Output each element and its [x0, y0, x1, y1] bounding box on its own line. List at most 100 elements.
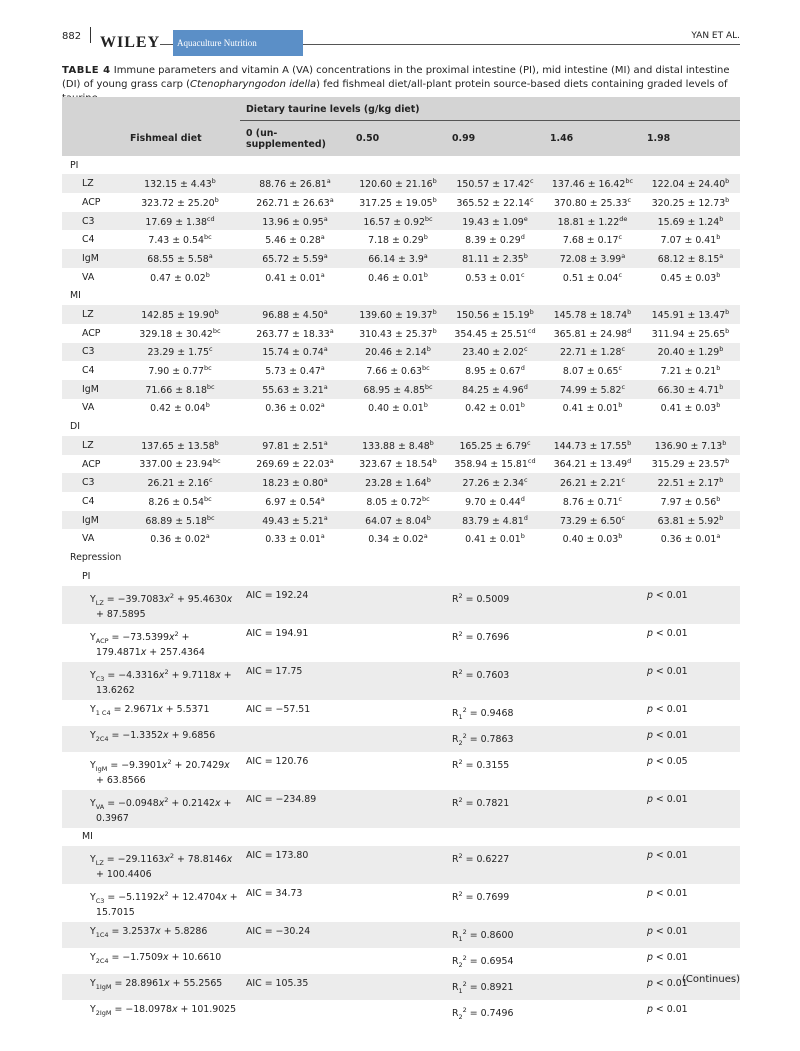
text: R — [452, 593, 459, 605]
p-value: p < 0.01 — [641, 789, 741, 828]
significance: b — [214, 438, 219, 447]
cell: 365.81 ± 24.98d — [544, 324, 641, 343]
value: 65.72 ± 5.59 — [262, 254, 324, 266]
text: R — [452, 759, 459, 771]
spanner-text: Dietary taurine levels (g/kg diet) — [240, 104, 741, 121]
cell: 0.41 ± 0.01a — [240, 268, 350, 287]
value: 68.55 ± 5.58 — [147, 254, 209, 266]
cell: 364.21 ± 13.49d — [544, 455, 641, 474]
text: + 179.4871 — [96, 631, 190, 658]
significance: bc — [212, 457, 221, 466]
text: x — [164, 854, 170, 866]
row-label: C3 — [62, 211, 120, 231]
text: 1IgM — [95, 983, 112, 992]
cell: 315.29 ± 23.57b — [641, 455, 740, 474]
p-value: p < 0.01 — [641, 624, 740, 662]
text: Y — [90, 978, 96, 990]
value: 6.97 ± 0.54 — [265, 496, 321, 508]
significance: e — [523, 214, 528, 223]
value: 88.76 ± 26.81 — [259, 179, 327, 191]
text: 2 — [164, 890, 169, 899]
cell: 66.14 ± 3.9a — [350, 249, 446, 268]
text: p — [647, 952, 653, 964]
data-row: VA 0.47 ± 0.02b 0.41 ± 0.01a 0.46 ± 0.01b 0.… — [62, 268, 740, 287]
text: R — [452, 631, 459, 643]
value: 337.00 ± 23.94 — [139, 459, 213, 471]
significance: c — [208, 476, 213, 485]
text: < 0.01 — [652, 1004, 688, 1016]
value: 71.66 ± 8.18 — [145, 384, 207, 396]
cell: 311.94 ± 25.65b — [641, 324, 740, 343]
formula: Y2C4 = −1.7509x + 10.6610 — [62, 948, 240, 974]
text: x — [226, 854, 233, 866]
page-number: 882 — [62, 31, 82, 42]
cell: 15.69 ± 1.24b — [641, 211, 741, 231]
value: 49.43 ± 5.21 — [262, 515, 324, 527]
value: 20.40 ± 1.29 — [657, 347, 720, 359]
significance: b — [618, 401, 623, 410]
text: 2 — [164, 667, 169, 676]
regression-row: YLZ = −29.1163x2 + 78.8146x + 100.4406 AI… — [62, 846, 741, 885]
text: x — [168, 631, 175, 643]
significance: b — [520, 532, 525, 541]
formula: Y1 C4 = 2.9671x + 5.5371 — [62, 700, 240, 726]
value: 142.85 ± 19.90 — [141, 310, 215, 322]
cell: 0.36 ± 0.02a — [240, 399, 350, 418]
text: < 0.01 — [652, 926, 688, 938]
value: 315.29 ± 23.57 — [651, 459, 726, 471]
value: 8.07 ± 0.65 — [562, 366, 619, 378]
text: + 5.5371 — [162, 703, 210, 715]
data-row: C4 8.26 ± 0.54bc 6.97 ± 0.54a 8.05 ± 0.72bc… — [62, 492, 740, 511]
text: 2 — [458, 629, 463, 638]
cell: 26.21 ± 2.16c — [120, 473, 240, 493]
text: = 0.9468 — [466, 707, 514, 719]
aic: AIC = 17.75 — [240, 661, 350, 700]
text: x — [164, 593, 170, 605]
cell: 317.25 ± 19.05b — [350, 193, 446, 212]
cell: 20.46 ± 2.14b — [350, 342, 446, 362]
value: 0.42 ± 0.04 — [150, 403, 206, 415]
data-row: LZ 142.85 ± 19.90b 96.88 ± 4.50a 139.60 ± 1… — [62, 305, 741, 324]
significance: b — [716, 401, 721, 410]
data-row: ACP 323.72 ± 25.20b 262.71 ± 26.63a 317.25 … — [62, 193, 740, 212]
value: 17.69 ± 1.38 — [145, 216, 207, 228]
value: 74.99 ± 5.82 — [559, 384, 622, 396]
cell: 0.42 ± 0.01b — [446, 399, 544, 418]
cell — [350, 725, 446, 752]
continues: (Continues) — [682, 974, 740, 985]
data-row: C3 23.29 ± 1.75c 15.74 ± 0.74a 20.46 ± 2.14… — [62, 342, 741, 362]
text: C3 — [95, 674, 105, 683]
value: 0.34 ± 0.02 — [368, 534, 424, 546]
value: 68.89 ± 5.18 — [145, 515, 207, 527]
value: 310.43 ± 25.37 — [359, 328, 433, 340]
significance: a — [323, 214, 328, 223]
text: R — [452, 1008, 459, 1020]
regression-row: YIgM = −9.3901x2 + 20.7429x + 63.8566 AIC… — [62, 752, 740, 790]
cell: 150.56 ± 15.19b — [446, 305, 544, 324]
cell: 83.79 ± 4.81d — [446, 510, 544, 530]
cell: 16.57 ± 0.92bc — [350, 211, 446, 231]
text: + 100.4406 — [96, 869, 152, 881]
row-label: C3 — [62, 342, 120, 362]
significance: a — [208, 251, 213, 260]
text: < 0.01 — [652, 888, 688, 900]
significance: c — [618, 364, 623, 373]
text: Y — [90, 631, 96, 643]
row-label: C4 — [82, 495, 95, 507]
row-label: C3 — [62, 473, 120, 493]
text: + 0.2142 — [168, 797, 216, 809]
significance: c — [618, 233, 623, 242]
significance: b — [426, 345, 431, 354]
text: = 28.8961 — [111, 978, 165, 990]
significance: c — [523, 345, 528, 354]
value: 22.71 ± 1.28 — [559, 347, 622, 359]
significance: c — [529, 195, 534, 204]
regression-row: Y2C4 = −1.3352x + 9.6856 R22 = 0.7863 p < … — [62, 725, 741, 752]
text: 2 — [458, 757, 463, 766]
text: + 9.6856 — [168, 729, 216, 741]
data-row: LZ 132.15 ± 4.43b 88.76 ± 26.81a 120.60 ± 2… — [62, 174, 741, 194]
significance: b — [520, 401, 525, 410]
group-row: MI — [62, 828, 740, 847]
text: 2IgM — [95, 1009, 112, 1018]
